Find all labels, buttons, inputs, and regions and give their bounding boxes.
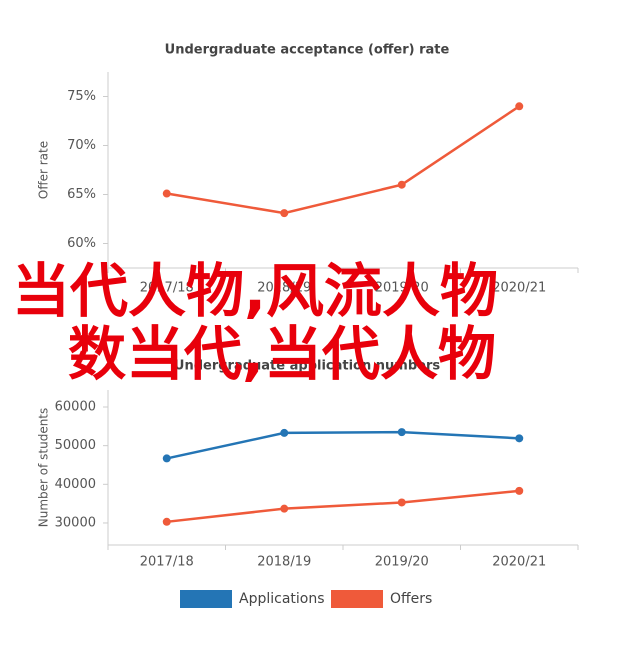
data-point — [162, 189, 171, 198]
y-tick-label: 50000 — [55, 438, 96, 453]
data-point — [515, 102, 524, 111]
data-point — [515, 486, 524, 495]
legend-label: Applications — [239, 591, 325, 607]
data-point — [397, 180, 406, 189]
y-tick-label: 30000 — [55, 515, 96, 530]
x-tick-label: 2018/19 — [257, 555, 311, 570]
x-tick-label: 2020/21 — [492, 281, 546, 296]
overlay-text: 当代人物,风流人物 — [12, 257, 498, 325]
y-tick-label: 40000 — [55, 477, 96, 492]
x-tick-label: 2017/18 — [140, 555, 194, 570]
x-tick-label: 2019/20 — [375, 555, 429, 570]
data-point — [397, 428, 406, 437]
y-tick-label: 75% — [67, 89, 96, 104]
legend-swatch — [180, 590, 232, 608]
data-point — [397, 498, 406, 507]
series-line — [166, 489, 520, 524]
overlay-text: 数当代,当代人物 — [68, 320, 496, 388]
series-line — [166, 105, 520, 215]
chart-title: Undergraduate application numbers — [174, 359, 440, 374]
data-point — [280, 428, 289, 437]
y-tick-label: 70% — [67, 138, 96, 153]
y-tick-label: 60000 — [55, 400, 96, 415]
legend-swatch — [331, 590, 383, 608]
x-tick-label: 2017/18 — [140, 281, 194, 296]
series-line — [166, 430, 520, 460]
y-tick-label: 65% — [67, 187, 96, 202]
data-point — [162, 454, 171, 463]
legend-label: Offers — [390, 591, 432, 607]
data-point — [280, 209, 289, 218]
data-point — [162, 517, 171, 526]
data-point — [515, 434, 524, 443]
x-tick-label: 2019/20 — [375, 281, 429, 296]
chart-title: Undergraduate acceptance (offer) rate — [165, 43, 450, 58]
x-tick-label: 2020/21 — [492, 555, 546, 570]
y-tick-label: 60% — [67, 236, 96, 251]
data-point — [280, 504, 289, 513]
y-axis-label: Offer rate — [37, 141, 51, 199]
y-axis-label: Number of students — [37, 408, 51, 528]
x-tick-label: 2018/19 — [257, 281, 311, 296]
